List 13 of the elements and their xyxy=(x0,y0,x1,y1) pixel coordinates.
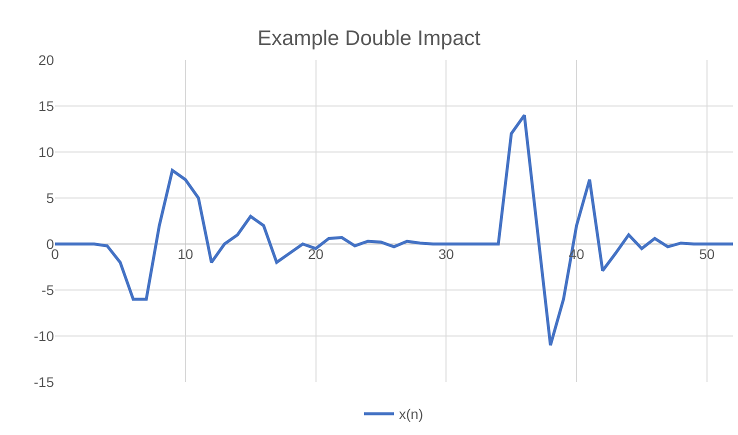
y-tick-label: 15 xyxy=(38,98,54,114)
y-tick-label: -10 xyxy=(34,328,54,344)
chart-title: Example Double Impact xyxy=(258,27,481,50)
y-tick-label: 5 xyxy=(46,190,54,206)
legend-label: x(n) xyxy=(399,406,424,422)
x-tick-label: 50 xyxy=(699,246,715,262)
x-tick-label: 30 xyxy=(438,246,454,262)
x-tick-label: 20 xyxy=(308,246,324,262)
y-tick-label: -5 xyxy=(42,282,54,298)
x-tick-label: 10 xyxy=(178,246,194,262)
y-tick-label: -15 xyxy=(34,374,54,390)
y-tick-label: 20 xyxy=(38,52,54,68)
y-tick-label: 10 xyxy=(38,144,54,160)
